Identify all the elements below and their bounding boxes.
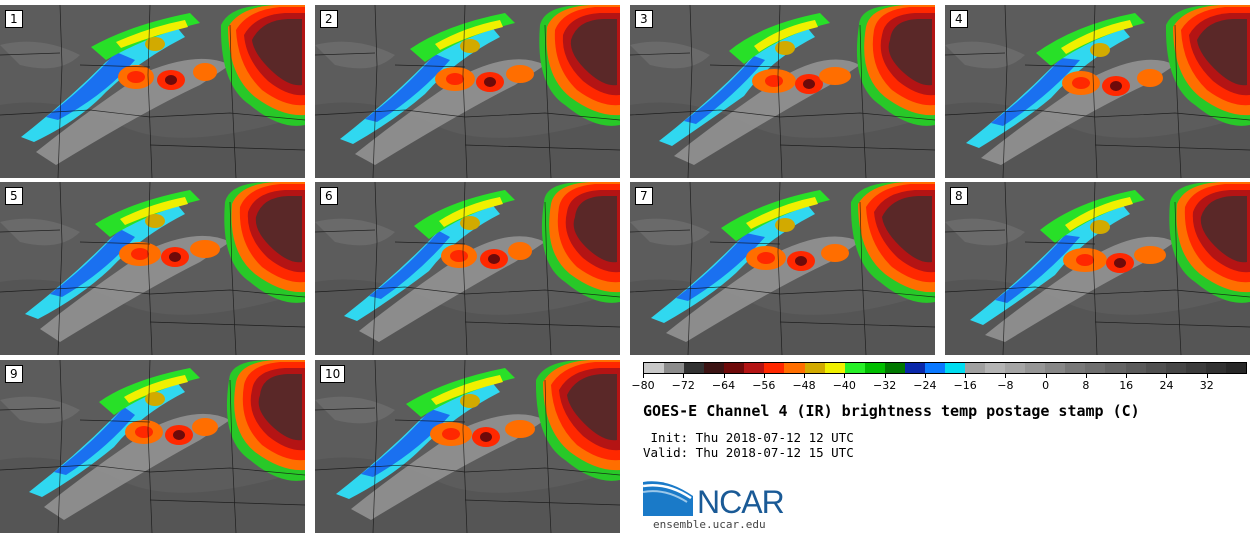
satellite-panel: 5 bbox=[0, 182, 305, 355]
tick-mark bbox=[643, 374, 644, 378]
color-scale-segment bbox=[784, 363, 805, 373]
satellite-panel: 3 bbox=[630, 5, 935, 178]
panel-number: 6 bbox=[320, 187, 338, 205]
tick-mark bbox=[1126, 374, 1128, 378]
tick-label: −24 bbox=[913, 379, 937, 392]
color-scale-segment bbox=[944, 363, 965, 373]
color-scale-segment bbox=[804, 363, 825, 373]
color-scale-segment bbox=[864, 363, 885, 373]
tick-label: 0 bbox=[1042, 379, 1050, 392]
color-scale-segment bbox=[1045, 363, 1066, 373]
panel-number: 8 bbox=[950, 187, 968, 205]
tick-mark bbox=[723, 374, 725, 378]
color-scale-segment bbox=[1105, 363, 1126, 373]
satellite-panel: 6 bbox=[315, 182, 620, 355]
website-url: ensemble.ucar.edu bbox=[653, 518, 766, 531]
tick-label: −80 bbox=[631, 379, 655, 392]
tick-label: −56 bbox=[752, 379, 776, 392]
satellite-panel: 7 bbox=[630, 182, 935, 355]
color-scale-segment bbox=[764, 363, 785, 373]
tick-label: −48 bbox=[792, 379, 816, 392]
tick-label: 16 bbox=[1119, 379, 1134, 392]
tick-label: −40 bbox=[832, 379, 856, 392]
satellite-panel: 4 bbox=[945, 5, 1250, 178]
tick-mark bbox=[1005, 374, 1007, 378]
color-scale-segment bbox=[924, 363, 945, 373]
color-scale-segment bbox=[644, 363, 665, 373]
tick-label: 24 bbox=[1159, 379, 1174, 392]
tick-mark bbox=[683, 374, 685, 378]
tick-label: −16 bbox=[953, 379, 977, 392]
product-title: GOES-E Channel 4 (IR) brightness temp po… bbox=[643, 402, 1140, 420]
color-scale-segment bbox=[1205, 363, 1226, 373]
panel-number: 9 bbox=[5, 365, 23, 383]
ncar-wordmark: NCAR bbox=[697, 484, 785, 520]
tick-mark bbox=[1206, 374, 1208, 378]
tick-mark bbox=[965, 374, 967, 378]
color-scale-segment bbox=[1125, 363, 1146, 373]
satellite-panel: 9 bbox=[0, 360, 305, 533]
tick-label: 8 bbox=[1082, 379, 1090, 392]
ncar-logo-icon bbox=[643, 481, 693, 516]
tick-mark bbox=[1045, 374, 1047, 378]
satellite-panel: 8 bbox=[945, 182, 1250, 355]
color-scale-segment bbox=[1225, 363, 1246, 373]
color-scale-segment bbox=[1085, 363, 1106, 373]
tick-label: 32 bbox=[1199, 379, 1214, 392]
tick-mark bbox=[1166, 374, 1168, 378]
panel-number: 10 bbox=[320, 365, 346, 383]
color-scale-segment bbox=[1005, 363, 1026, 373]
color-scale-segment bbox=[824, 363, 845, 373]
color-scale-segment bbox=[1145, 363, 1166, 373]
tick-label: −32 bbox=[872, 379, 897, 392]
color-scale-segment bbox=[1165, 363, 1186, 373]
panel-number: 3 bbox=[635, 10, 653, 28]
panel-number: 4 bbox=[950, 10, 968, 28]
panel-number: 1 bbox=[5, 10, 23, 28]
init-time: Init: Thu 2018-07-12 12 UTC bbox=[643, 430, 854, 445]
tick-mark bbox=[763, 374, 765, 378]
tick-mark bbox=[884, 374, 886, 378]
color-scale-segment bbox=[985, 363, 1006, 373]
color-scale-segment bbox=[744, 363, 765, 373]
tick-mark bbox=[804, 374, 806, 378]
color-scale-segment bbox=[704, 363, 725, 373]
color-scale-segment bbox=[965, 363, 986, 373]
satellite-panel: 2 bbox=[315, 5, 620, 178]
satellite-panel: 10 bbox=[315, 360, 620, 533]
color-scale-bar bbox=[643, 362, 1247, 374]
color-scale-segment bbox=[844, 363, 865, 373]
panel-number: 2 bbox=[320, 10, 338, 28]
tick-mark bbox=[924, 374, 926, 378]
color-scale-segment bbox=[904, 363, 925, 373]
tick-label: −72 bbox=[671, 379, 695, 392]
tick-label: −64 bbox=[711, 379, 736, 392]
tick-mark bbox=[1085, 374, 1087, 378]
tick-label: −8 bbox=[997, 379, 1014, 392]
color-scale-segment bbox=[664, 363, 685, 373]
panel-number: 7 bbox=[635, 187, 653, 205]
color-scale-segment bbox=[684, 363, 705, 373]
color-scale-segment bbox=[884, 363, 905, 373]
color-scale-segment bbox=[1025, 363, 1046, 373]
color-scale-ticks: −80 −72 −64 −56 −48 −40 −32 −24 −16 −8 0 8 16 24 32 bbox=[631, 374, 1247, 394]
color-scale-segment bbox=[724, 363, 745, 373]
color-scale-segment bbox=[1185, 363, 1206, 373]
satellite-panel: 1 bbox=[0, 5, 305, 178]
valid-time: Valid: Thu 2018-07-12 15 UTC bbox=[643, 445, 854, 460]
tick-mark bbox=[844, 374, 846, 378]
panel-number: 5 bbox=[5, 187, 23, 205]
color-scale-segment bbox=[1065, 363, 1086, 373]
